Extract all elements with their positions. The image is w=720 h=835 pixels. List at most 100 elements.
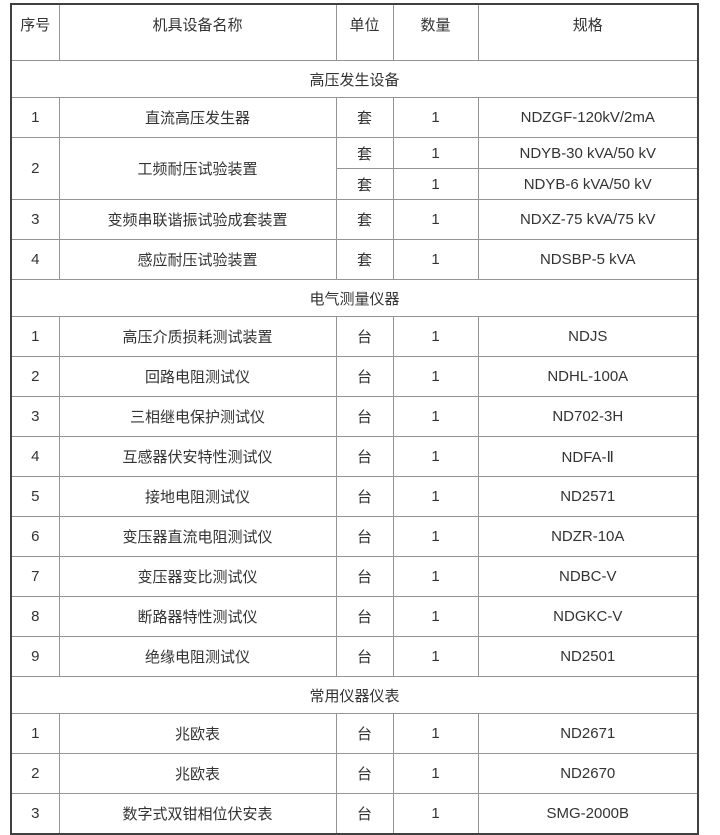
row-number-cell: 2 [10, 356, 60, 397]
table-row: 5 接地电阻测试仪台 1 ND2571 [10, 476, 699, 517]
row-number-cell: 4 [10, 436, 60, 477]
spec-cell: NDXZ-75 kVA/75 kV [477, 199, 699, 240]
spec-cell: NDHL-100A [477, 356, 699, 397]
quantity-cell: 1 [392, 356, 479, 397]
section-title-row: 常用仪器仪表 [10, 676, 699, 714]
column-header-spec: 规格 [477, 3, 699, 61]
equipment-name-cell: 变频串联谐振试验成套装置 [58, 199, 337, 240]
table-row: 1 直流高压发生器套 1 NDZGF-120kV/2mA [10, 97, 699, 138]
table-row: 3 三相继电保护测试仪台 1 ND702-3H [10, 396, 699, 437]
section-title: 高压发生设备 [10, 60, 699, 98]
equipment-name-cell: 高压介质损耗测试装置 [58, 316, 337, 357]
column-header-quantity: 数量 [392, 3, 479, 61]
equipment-name-cell: 兆欧表 [58, 753, 337, 794]
table-row: 7 变压器变比测试仪台 1 NDBC-V [10, 556, 699, 597]
spec-cell: ND2670 [477, 753, 699, 794]
spec-cell: NDSBP-5 kVA [477, 239, 699, 280]
column-header-equipment-name: 机具设备名称 [58, 3, 337, 61]
unit-cell: 套 [335, 137, 394, 169]
spec-cell: ND2501 [477, 636, 699, 677]
row-number-cell: 3 [10, 396, 60, 437]
unit-cell: 台 [335, 713, 394, 754]
row-number-cell: 7 [10, 556, 60, 597]
quantity-cell: 1 [392, 97, 479, 138]
spec-cell: NDGKC-V [477, 596, 699, 637]
quantity-cell: 1 [392, 316, 479, 357]
equipment-table: 序号 机具设备名称 单位 数量 规格 高压发生设备 1 直流高压发生器套 1 NDZGF… [10, 3, 699, 835]
table-row: 2 兆欧表台 1 ND2670 [10, 753, 699, 794]
equipment-name-cell: 感应耐压试验装置 [58, 239, 337, 280]
quantity-cell: 1 [392, 713, 479, 754]
spec-cell: ND702-3H [477, 396, 699, 437]
quantity-cell: 1 [392, 168, 479, 200]
row-number-cell: 2 [10, 753, 60, 794]
equipment-name-cell: 兆欧表 [58, 713, 337, 754]
table-row: 1 高压介质损耗测试装置台 1 NDJS [10, 316, 699, 357]
row-number-cell: 9 [10, 636, 60, 677]
spec-cell: NDZGF-120kV/2mA [477, 97, 699, 138]
unit-cell: 台 [335, 316, 394, 357]
quantity-cell: 1 [392, 199, 479, 240]
unit-cell: 台 [335, 793, 394, 835]
equipment-name-cell: 变压器直流电阻测试仪 [58, 516, 337, 557]
row-number-cell: 2 [10, 137, 60, 200]
quantity-cell: 1 [392, 753, 479, 794]
equipment-name-cell: 互感器伏安特性测试仪 [58, 436, 337, 477]
section-title-row: 高压发生设备 [10, 60, 699, 98]
spec-cell: ND2571 [477, 476, 699, 517]
quantity-cell: 1 [392, 476, 479, 517]
equipment-name-cell: 回路电阻测试仪 [58, 356, 337, 397]
unit-cell: 台 [335, 596, 394, 637]
equipment-name-cell: 数字式双钳相位伏安表 [58, 793, 337, 835]
equipment-name-cell: 工频耐压试验装置 [58, 137, 337, 200]
spec-cell: SMG-2000B [477, 793, 699, 835]
unit-cell: 台 [335, 356, 394, 397]
unit-cell: 套 [335, 168, 394, 200]
unit-cell: 台 [335, 636, 394, 677]
spec-cell: NDZR-10A [477, 516, 699, 557]
row-number-cell: 1 [10, 97, 60, 138]
quantity-cell: 1 [392, 436, 479, 477]
column-header-serial: 序号 [10, 3, 60, 61]
table-row: 1 兆欧表台 1 ND2671 [10, 713, 699, 754]
equipment-name-cell: 接地电阻测试仪 [58, 476, 337, 517]
equipment-name-cell: 直流高压发生器 [58, 97, 337, 138]
table-row: 9 绝缘电阻测试仪台 1 ND2501 [10, 636, 699, 677]
row-number-cell: 1 [10, 316, 60, 357]
row-number-cell: 6 [10, 516, 60, 557]
spec-cell: NDYB-6 kVA/50 kV [477, 168, 699, 200]
spec-cell: NDJS [477, 316, 699, 357]
unit-cell: 台 [335, 556, 394, 597]
table-row: 3 数字式双钳相位伏安表台 1 SMG-2000B [10, 793, 699, 835]
row-number-cell: 8 [10, 596, 60, 637]
spec-cell: NDBC-V [477, 556, 699, 597]
table-row: 8 断路器特性测试仪台 1 NDGKC-V [10, 596, 699, 637]
section-title: 电气测量仪器 [10, 279, 699, 317]
unit-cell: 台 [335, 396, 394, 437]
table-header-row: 序号 机具设备名称 单位 数量 规格 [10, 3, 699, 61]
spec-cell: NDFA-Ⅱ [477, 436, 699, 477]
table-row: 6 变压器直流电阻测试仪台 1 NDZR-10A [10, 516, 699, 557]
unit-cell: 台 [335, 753, 394, 794]
quantity-cell: 1 [392, 516, 479, 557]
table-row: 2 工频耐压试验装置套 1 NDYB-30 kVA/50 kV [10, 137, 699, 200]
quantity-cell: 1 [392, 239, 479, 280]
section-title: 常用仪器仪表 [10, 676, 699, 714]
section-title-row: 电气测量仪器 [10, 279, 699, 317]
equipment-name-cell: 变压器变比测试仪 [58, 556, 337, 597]
row-number-cell: 3 [10, 793, 60, 835]
quantity-cell: 1 [392, 396, 479, 437]
spec-cell: ND2671 [477, 713, 699, 754]
unit-cell: 套 [335, 199, 394, 240]
table-row: 套 1 NDYB-6 kVA/50 kV [11, 168, 699, 200]
unit-cell: 套 [335, 97, 394, 138]
row-number-cell: 4 [10, 239, 60, 280]
table-row: 2 回路电阻测试仪台 1 NDHL-100A [10, 356, 699, 397]
quantity-cell: 1 [392, 636, 479, 677]
table-row: 3 变频串联谐振试验成套装置套 1 NDXZ-75 kVA/75 kV [10, 199, 699, 240]
table-row: 4 感应耐压试验装置套 1 NDSBP-5 kVA [10, 239, 699, 280]
quantity-cell: 1 [392, 596, 479, 637]
equipment-name-cell: 断路器特性测试仪 [58, 596, 337, 637]
column-header-unit: 单位 [335, 3, 394, 61]
table-row: 4 互感器伏安特性测试仪台 1 NDFA-Ⅱ [10, 436, 699, 477]
